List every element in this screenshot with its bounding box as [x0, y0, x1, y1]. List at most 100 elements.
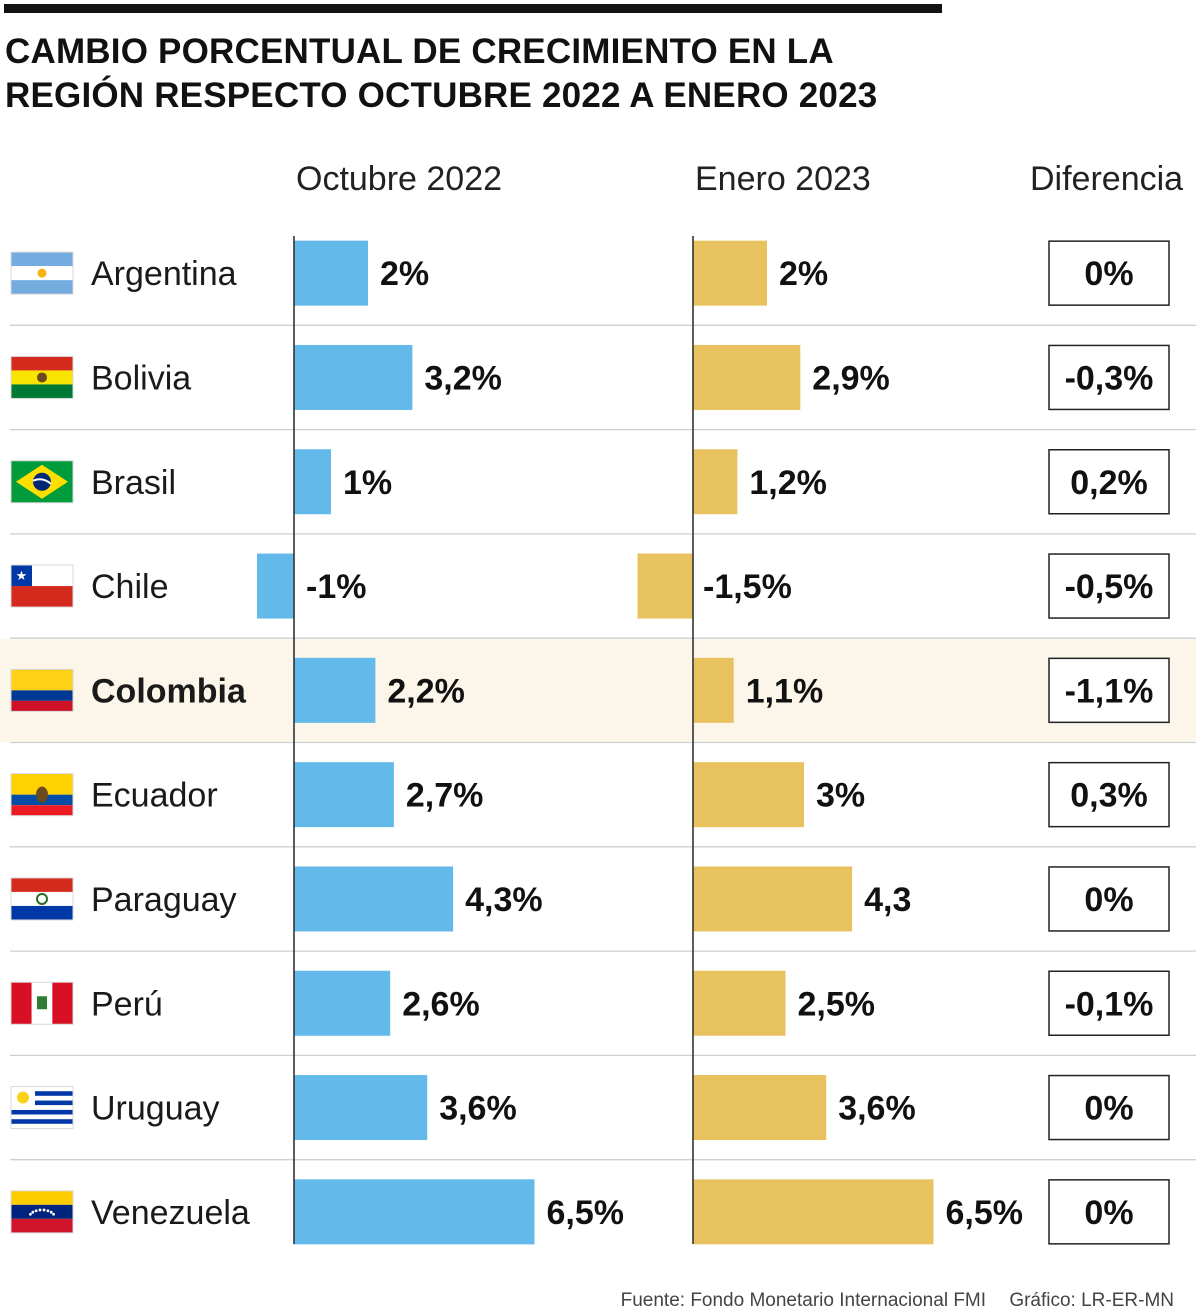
row-brasil: Brasil 1% 1,2% 0,2%: [10, 428, 1196, 515]
country-label: Uruguay: [91, 1090, 220, 1128]
country-label: Chile: [91, 568, 168, 606]
value-label-october: 3,6%: [439, 1090, 517, 1128]
value-label-difference: 0%: [1084, 1090, 1133, 1128]
bar-october: [294, 240, 368, 306]
bar-january: [693, 240, 767, 306]
bar-october: [294, 449, 331, 515]
row-bolivia: Bolivia 3,2% 2,9% -0,3%: [10, 324, 1196, 411]
value-label-january: 1,2%: [749, 464, 827, 502]
highlight-band: [0, 639, 1196, 743]
title-line-1: CAMBIO PORCENTUAL DE CRECIMIENTO EN LA: [5, 32, 834, 71]
flag-argentina-icon: [10, 251, 74, 295]
bar-january: [637, 553, 693, 619]
value-label-difference: -0,3%: [1065, 359, 1154, 397]
flag-peru-icon: [10, 981, 74, 1025]
value-label-difference: 0,2%: [1070, 464, 1148, 502]
row-chile: ★ Chile -1% -1,5% -0,5%: [10, 533, 1196, 619]
country-label: Ecuador: [91, 777, 218, 815]
bar-october: [294, 657, 376, 723]
value-label-january: -1,5%: [703, 568, 792, 606]
bar-october: [294, 344, 413, 410]
difference-box: [1048, 970, 1170, 1036]
column-header-difference: Diferencia: [1030, 160, 1184, 198]
country-label: Paraguay: [91, 881, 237, 919]
difference-box: [1048, 866, 1170, 932]
country-label: Bolivia: [91, 359, 191, 397]
value-label-difference: 0%: [1084, 1194, 1133, 1232]
value-label-difference: -1,1%: [1065, 672, 1154, 710]
column-header-october: Octubre 2022: [296, 160, 503, 198]
bar-january: [693, 344, 801, 410]
value-label-october: 2,6%: [402, 985, 480, 1023]
bar-january: [693, 657, 734, 723]
value-label-october: 2%: [380, 255, 429, 293]
value-label-october: 2,7%: [406, 777, 484, 815]
difference-box: [1048, 344, 1170, 411]
bar-october: [294, 970, 391, 1036]
value-label-january: 1,1%: [746, 672, 824, 710]
column-header-january: Enero 2023: [695, 160, 871, 198]
country-label: Argentina: [91, 255, 237, 293]
bar-october: [294, 866, 454, 932]
bar-january: [693, 1179, 934, 1245]
value-label-january: 6,5%: [946, 1194, 1024, 1232]
difference-box: [1048, 449, 1170, 515]
flag-ecuador-icon: [10, 773, 74, 817]
value-label-difference: 0%: [1084, 255, 1133, 293]
value-label-difference: -0,1%: [1065, 985, 1154, 1023]
flag-uruguay-icon: [10, 1086, 74, 1130]
difference-box: [1048, 553, 1170, 619]
value-label-january: 3,6%: [838, 1090, 916, 1128]
flag-bolivia-icon: [10, 355, 74, 399]
value-label-october: 3,2%: [424, 359, 502, 397]
row-ecuador: Ecuador 2,7% 3% 0,3%: [10, 741, 1196, 828]
flag-brasil-icon: [10, 460, 74, 504]
country-label: Perú: [91, 985, 163, 1023]
bar-january: [693, 762, 804, 828]
difference-box: [1048, 1074, 1170, 1141]
bar-october: [294, 1075, 428, 1141]
flag-chile-icon: ★: [10, 564, 74, 608]
country-label: Colombia: [91, 672, 247, 710]
row-argentina: Argentina 2% 2% 0%: [10, 240, 1170, 306]
flag-venezuela-icon: [10, 1190, 74, 1234]
country-label: Brasil: [91, 464, 176, 502]
bar-october: [294, 762, 394, 828]
credit-note: Gráfico: LR-ER-MN: [1009, 1290, 1174, 1311]
country-label: Venezuela: [91, 1194, 250, 1232]
flag-colombia-icon: [10, 668, 74, 712]
chart-title: CAMBIO PORCENTUAL DE CRECIMIENTO EN LA R…: [5, 30, 1005, 118]
value-label-october: 4,3%: [465, 881, 542, 919]
bar-january: [693, 970, 786, 1036]
difference-box: [1048, 1179, 1170, 1245]
bar-january: [693, 866, 853, 932]
top-rule: [4, 4, 942, 13]
value-label-january: 2,9%: [812, 359, 890, 397]
value-label-october: -1%: [306, 568, 366, 606]
svg-text:★: ★: [16, 569, 28, 584]
value-label-january: 3%: [816, 777, 865, 815]
source-note: Fuente: Fondo Monetario Internacional FM…: [620, 1290, 987, 1311]
difference-box: [1048, 761, 1170, 828]
row-uruguay: Uruguay 3,6% 3,6% 0%: [10, 1054, 1196, 1141]
value-label-october: 6,5%: [547, 1194, 625, 1232]
value-label-january: 2,5%: [798, 985, 876, 1023]
value-label-october: 1%: [343, 464, 392, 502]
flag-paraguay-icon: [10, 877, 74, 921]
row-colombia: Colombia 2,2% 1,1% -1,1%: [0, 637, 1196, 743]
bar-october: [257, 553, 294, 619]
bar-january: [693, 449, 738, 515]
footer: Fuente: Fondo Monetario Internacional FM…: [603, 1290, 1174, 1312]
value-label-january: 4,3: [864, 881, 911, 919]
bar-january: [693, 1075, 827, 1141]
difference-box: [1048, 657, 1170, 724]
title-line-2: REGIÓN RESPECTO OCTUBRE 2022 A ENERO 202…: [5, 76, 878, 115]
value-label-october: 2,2%: [387, 672, 465, 710]
row-paraguay: Paraguay 4,3% 4,3 0%: [10, 846, 1196, 932]
value-label-january: 2%: [779, 255, 828, 293]
row-peru: Perú 2,6% 2,5% -0,1%: [10, 950, 1196, 1036]
value-label-difference: -0,5%: [1065, 568, 1154, 606]
value-label-difference: 0%: [1084, 881, 1133, 919]
row-venezuela: Venezuela 6,5% 6,5% 0%: [10, 1159, 1196, 1245]
